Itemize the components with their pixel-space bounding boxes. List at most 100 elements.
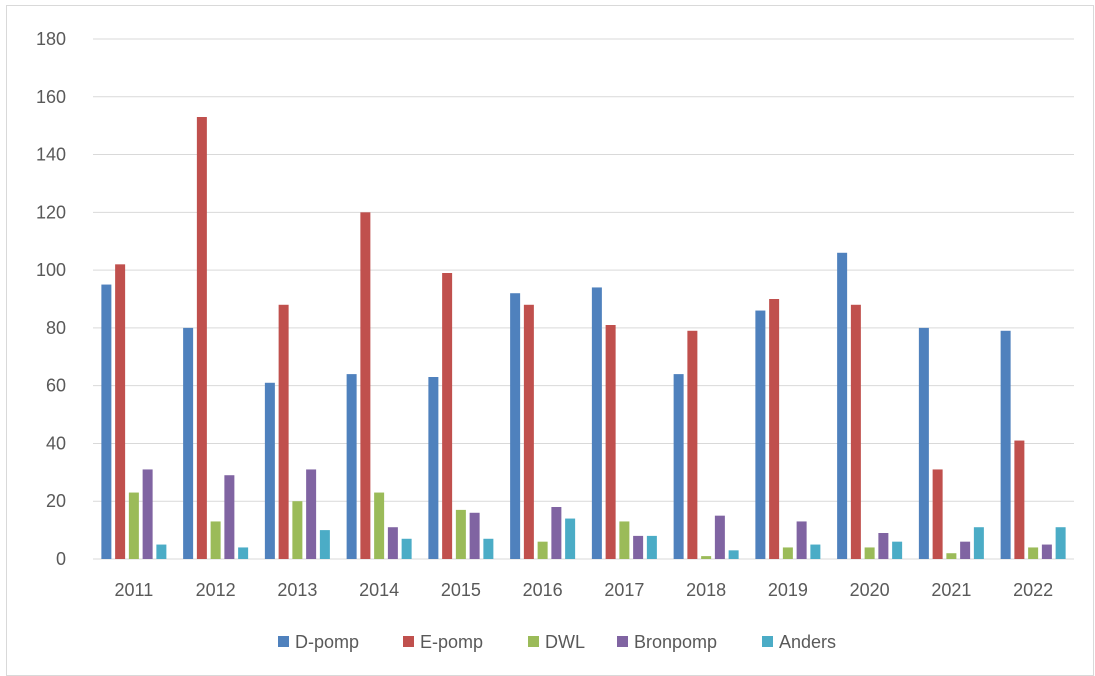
legend-label: D-pomp (295, 632, 359, 652)
y-tick-label: 0 (56, 549, 66, 569)
y-tick-label: 120 (36, 202, 66, 222)
bar-e-pomp-2016[interactable] (523, 304, 534, 559)
bar-dwl-2018[interactable] (701, 556, 712, 559)
bar-e-pomp-2011[interactable] (115, 264, 126, 559)
y-tick-label: 140 (36, 145, 66, 165)
bar-dwl-2017[interactable] (619, 521, 630, 559)
bar-d-pomp-2019[interactable] (755, 310, 766, 559)
y-tick-label: 180 (36, 29, 66, 49)
x-tick-label: 2017 (604, 580, 644, 600)
legend-label: Anders (779, 632, 836, 652)
bar-bronpomp-2011[interactable] (142, 469, 153, 559)
gridlines (93, 38, 1074, 560)
y-tick-label: 160 (36, 87, 66, 107)
legend-item-dwl[interactable]: DWL (528, 632, 585, 652)
bar-dwl-2013[interactable] (292, 501, 303, 559)
bar-d-pomp-2020[interactable] (837, 252, 848, 559)
bar-bronpomp-2019[interactable] (796, 521, 807, 559)
bar-e-pomp-2017[interactable] (605, 325, 616, 559)
bar-anders-2011[interactable] (156, 544, 167, 559)
legend-swatch (278, 636, 289, 647)
x-tick-label: 2015 (441, 580, 481, 600)
bar-e-pomp-2014[interactable] (360, 212, 371, 560)
legend-swatch (617, 636, 628, 647)
bar-anders-2018[interactable] (728, 550, 739, 559)
x-tick-label: 2021 (931, 580, 971, 600)
bar-anders-2013[interactable] (319, 530, 330, 559)
bar-dwl-2012[interactable] (210, 521, 221, 559)
bar-bronpomp-2012[interactable] (224, 475, 235, 559)
bar-e-pomp-2018[interactable] (687, 330, 698, 559)
bar-d-pomp-2012[interactable] (183, 327, 194, 559)
bar-anders-2012[interactable] (238, 547, 249, 559)
bar-d-pomp-2014[interactable] (346, 374, 357, 559)
y-axis-ticks: 0 20 40 60 80 100 120 140 160 180 (36, 29, 66, 569)
bar-dwl-2022[interactable] (1028, 547, 1039, 559)
bar-anders-2017[interactable] (646, 535, 657, 559)
bar-bronpomp-2022[interactable] (1041, 544, 1052, 559)
y-tick-label: 60 (46, 376, 66, 396)
bar-bronpomp-2015[interactable] (469, 512, 480, 559)
legend-item-d-pomp[interactable]: D-pomp (278, 632, 359, 652)
bar-anders-2016[interactable] (565, 518, 576, 559)
bar-anders-2022[interactable] (1055, 527, 1066, 559)
bar-e-pomp-2020[interactable] (850, 304, 861, 559)
legend-swatch (403, 636, 414, 647)
bar-anders-2020[interactable] (892, 541, 903, 559)
bar-bronpomp-2018[interactable] (714, 515, 725, 559)
bar-dwl-2011[interactable] (128, 492, 139, 559)
bar-d-pomp-2022[interactable] (1000, 330, 1011, 559)
x-tick-label: 2014 (359, 580, 399, 600)
bar-e-pomp-2013[interactable] (278, 304, 289, 559)
bar-bronpomp-2021[interactable] (960, 541, 971, 559)
legend-swatch (528, 636, 539, 647)
x-tick-label: 2018 (686, 580, 726, 600)
bar-anders-2014[interactable] (401, 538, 412, 559)
legend-swatch (762, 636, 773, 647)
bar-anders-2019[interactable] (810, 544, 821, 559)
legend[interactable]: D-pomp E-pomp DWL Bronpomp Anders (278, 632, 836, 652)
bar-dwl-2016[interactable] (537, 541, 548, 559)
bar-e-pomp-2019[interactable] (769, 299, 780, 559)
bar-d-pomp-2017[interactable] (591, 287, 602, 559)
bar-d-pomp-2021[interactable] (918, 327, 929, 559)
legend-label: DWL (545, 632, 585, 652)
bar-anders-2021[interactable] (973, 527, 984, 559)
x-tick-label: 2013 (277, 580, 317, 600)
y-tick-label: 40 (46, 433, 66, 453)
bar-d-pomp-2013[interactable] (264, 382, 275, 559)
bar-e-pomp-2022[interactable] (1014, 440, 1025, 559)
x-axis-ticks: 2011 2012 2013 2014 2015 2016 2017 2018 2019 2020… (115, 580, 1054, 600)
bar-d-pomp-2015[interactable] (428, 377, 439, 559)
bar-dwl-2020[interactable] (864, 547, 875, 559)
bar-e-pomp-2015[interactable] (442, 273, 453, 559)
bar-d-pomp-2016[interactable] (510, 293, 521, 559)
bar-bronpomp-2020[interactable] (878, 533, 889, 559)
x-tick-label: 2019 (768, 580, 808, 600)
bar-dwl-2021[interactable] (946, 553, 957, 559)
legend-item-e-pomp[interactable]: E-pomp (403, 632, 483, 652)
bar-bronpomp-2017[interactable] (633, 535, 644, 559)
y-tick-label: 100 (36, 260, 66, 280)
bar-anders-2015[interactable] (483, 538, 494, 559)
x-tick-label: 2022 (1013, 580, 1053, 600)
legend-item-bronpomp[interactable]: Bronpomp (617, 632, 717, 652)
x-tick-label: 2016 (523, 580, 563, 600)
bar-bronpomp-2013[interactable] (306, 469, 317, 559)
bar-d-pomp-2011[interactable] (101, 284, 112, 559)
bar-dwl-2014[interactable] (374, 492, 385, 559)
bar-dwl-2015[interactable] (455, 509, 466, 559)
bar-dwl-2019[interactable] (782, 547, 793, 559)
bars (101, 117, 1066, 560)
bar-bronpomp-2014[interactable] (387, 527, 398, 559)
legend-item-anders[interactable]: Anders (762, 632, 836, 652)
x-tick-label: 2012 (196, 580, 236, 600)
bar-d-pomp-2018[interactable] (673, 374, 684, 559)
x-tick-label: 2011 (115, 580, 154, 600)
x-tick-label: 2020 (850, 580, 890, 600)
bar-bronpomp-2016[interactable] (551, 507, 562, 559)
bar-e-pomp-2012[interactable] (196, 117, 207, 559)
bar-e-pomp-2021[interactable] (932, 469, 943, 559)
y-tick-label: 80 (46, 318, 66, 338)
